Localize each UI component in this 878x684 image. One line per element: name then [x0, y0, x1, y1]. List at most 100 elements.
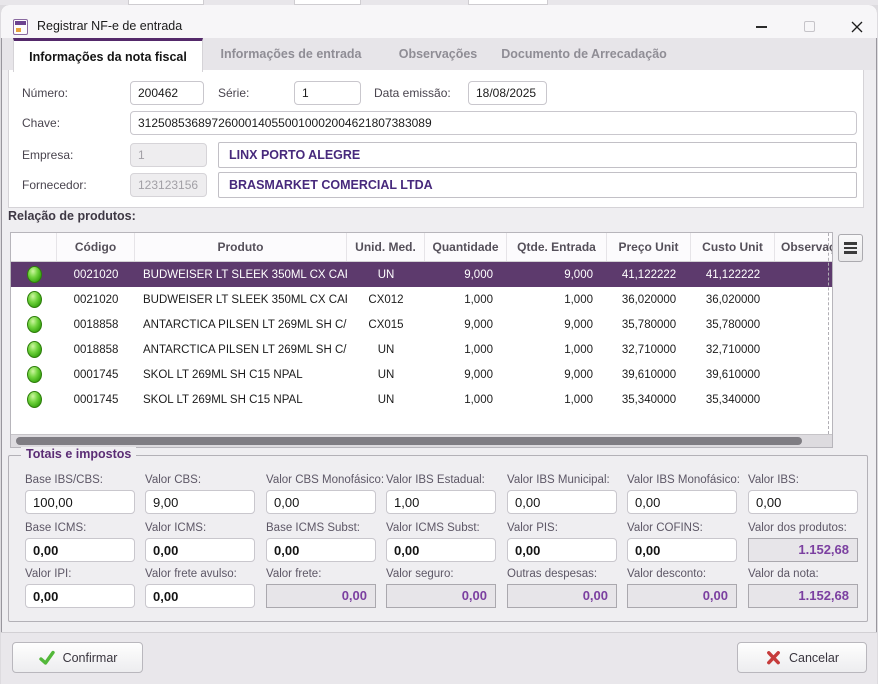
col-header-quantidade[interactable]: Quantidade	[425, 233, 507, 261]
fornecedor-nome-box: BRASMARKET COMERCIAL LTDA	[218, 172, 857, 198]
form-icon	[13, 19, 28, 35]
field-valor-seguro: Valor seguro: 0,00	[386, 568, 496, 608]
col-header-preco-unit[interactable]: Preço Unit	[607, 233, 691, 261]
col-header-observacao[interactable]: Observaç	[781, 240, 832, 254]
col-header-codigo[interactable]: Código	[57, 233, 135, 261]
tab-observacoes[interactable]: Observações	[388, 38, 488, 70]
table-row[interactable]: 0018858 ANTARCTICA PILSEN LT 269ML SH C/…	[11, 312, 832, 337]
col-header-produto[interactable]: Produto	[135, 233, 347, 261]
table-row[interactable]: 0001745 SKOL LT 269ML SH C15 NPAL UN 1,0…	[11, 387, 832, 412]
tab-label: Observações	[398, 47, 478, 61]
minimize-button[interactable]	[739, 10, 783, 43]
cell-preco-unit: 32,710000	[621, 343, 677, 356]
empresa-nome: LINX PORTO ALEGRE	[229, 148, 361, 162]
field-valor-da-nota: Valor da nota: 1.152,68	[748, 568, 858, 608]
valor-ibs-estadual-input[interactable]	[386, 490, 496, 514]
empresa-codigo-input	[130, 143, 207, 167]
base-icms-subst-input[interactable]	[266, 538, 376, 562]
field-outras-despesas: Outras despesas: 0,00	[507, 568, 617, 608]
cell-quantidade: 1,000	[464, 293, 493, 306]
column-divider-dashed	[828, 233, 829, 434]
numero-input[interactable]	[130, 81, 204, 105]
status-ok-icon	[26, 341, 42, 358]
close-button[interactable]	[835, 10, 878, 43]
field-base-icms-subst: Base ICMS Subst:	[266, 522, 376, 562]
cell-unid: UN	[377, 368, 395, 381]
serie-label: Série:	[218, 86, 250, 100]
background-fragment: Data emissão:	[374, 0, 464, 5]
confirm-button[interactable]: Confirmar	[12, 642, 143, 673]
field-valor-ibs-estadual: Valor IBS Estadual:	[386, 474, 496, 514]
status-ok-icon	[26, 366, 42, 383]
cell-qtde-entrada: 9,000	[564, 318, 593, 331]
cell-qtde-entrada: 9,000	[564, 268, 593, 281]
data-emissao-input[interactable]	[468, 81, 547, 105]
field-valor-icms-subst: Valor ICMS Subst:	[386, 522, 496, 562]
maximize-icon	[803, 21, 815, 32]
background-fragment: 1	[294, 0, 361, 5]
valor-ibs-monofasico-input[interactable]	[627, 490, 737, 514]
cell-custo-unit: 35,780000	[705, 318, 761, 331]
cell-qtde-entrada: 1,000	[564, 343, 593, 356]
valor-cbs-input[interactable]	[145, 490, 255, 514]
confirm-label: Confirmar	[62, 650, 118, 665]
grid-menu-button[interactable]	[838, 234, 863, 262]
table-row[interactable]: 0018858 ANTARCTICA PILSEN LT 269ML SH C/…	[11, 337, 832, 362]
table-row[interactable]: 0001745 SKOL LT 269ML SH C15 NPAL UN 9,0…	[11, 362, 832, 387]
cell-codigo: 0021020	[73, 293, 119, 306]
tab-label: Documento de Arrecadação	[501, 47, 667, 61]
field-valor-ibs: Valor IBS:	[748, 474, 858, 514]
valor-ibs-input[interactable]	[748, 490, 858, 514]
totals-legend: Totais e impostos	[21, 447, 137, 461]
cell-custo-unit: 36,020000	[705, 293, 761, 306]
products-table: Código Produto Unid. Med. Quantidade Qtd…	[10, 232, 833, 448]
minimize-icon	[755, 25, 767, 28]
cell-codigo: 0021020	[73, 268, 119, 281]
table-row[interactable]: 0021020 BUDWEISER LT SLEEK 350ML CX CART…	[11, 262, 832, 287]
valor-ipi-input[interactable]	[25, 584, 135, 608]
cell-produto: BUDWEISER LT SLEEK 350ML CX CART C	[143, 293, 347, 306]
serie-input[interactable]	[294, 81, 361, 105]
valor-cbs-monofasico-input[interactable]	[266, 490, 376, 514]
field-valor-ipi: Valor IPI:	[25, 568, 135, 608]
valor-dos-produtos-readonly: 1.152,68	[748, 538, 858, 562]
cell-produto: BUDWEISER LT SLEEK 350ML CX CART C	[143, 268, 347, 281]
empresa-nome-box: LINX PORTO ALEGRE	[218, 142, 857, 168]
valor-cofins-input[interactable]	[627, 538, 737, 562]
valor-icms-subst-input[interactable]	[386, 538, 496, 562]
valor-da-nota-readonly: 1.152,68	[748, 584, 858, 608]
status-ok-icon	[26, 266, 42, 283]
cell-codigo: 0018858	[73, 343, 119, 356]
tab-documento-de-arrecadacao[interactable]: Documento de Arrecadação	[500, 38, 668, 70]
field-valor-ibs-monofasico: Valor IBS Monofásico:	[627, 474, 740, 514]
valor-frete-avulso-input[interactable]	[145, 584, 255, 608]
base-icms-input[interactable]	[25, 538, 135, 562]
valor-frete-readonly: 0,00	[266, 584, 376, 608]
cancel-button[interactable]: Cancelar	[737, 642, 867, 673]
chave-input[interactable]	[130, 111, 857, 135]
valor-ibs-municipal-input[interactable]	[507, 490, 617, 514]
tab-informacoes-de-entrada[interactable]: Informações de entrada	[213, 38, 369, 70]
col-header-unid-med[interactable]: Unid. Med.	[347, 233, 425, 261]
table-row[interactable]: 0021020 BUDWEISER LT SLEEK 350ML CX CART…	[11, 287, 832, 312]
base-ibs-cbs-input[interactable]	[25, 490, 135, 514]
tab-informacoes-da-nota-fiscal[interactable]: Informações da nota fiscal	[13, 38, 203, 72]
col-header-status[interactable]	[11, 233, 57, 261]
valor-icms-input[interactable]	[145, 538, 255, 562]
valor-pis-input[interactable]	[507, 538, 617, 562]
col-header-custo-unit[interactable]: Custo Unit	[691, 233, 775, 261]
chave-label: Chave:	[22, 116, 61, 130]
check-icon	[38, 650, 55, 665]
horizontal-scrollbar[interactable]	[11, 434, 832, 447]
scrollbar-thumb[interactable]	[16, 437, 802, 445]
cell-quantidade: 9,000	[464, 268, 493, 281]
cell-quantidade: 1,000	[464, 343, 493, 356]
cell-qtde-entrada: 1,000	[564, 293, 593, 306]
cell-custo-unit: 39,610000	[705, 368, 761, 381]
cell-unid: UN	[377, 268, 395, 281]
close-icon	[851, 21, 863, 32]
maximize-button[interactable]	[787, 10, 831, 43]
col-header-qtde-entrada[interactable]: Qtde. Entrada	[507, 233, 607, 261]
cell-unid: CX012	[368, 293, 404, 306]
table-header-row: Código Produto Unid. Med. Quantidade Qtd…	[11, 233, 832, 262]
